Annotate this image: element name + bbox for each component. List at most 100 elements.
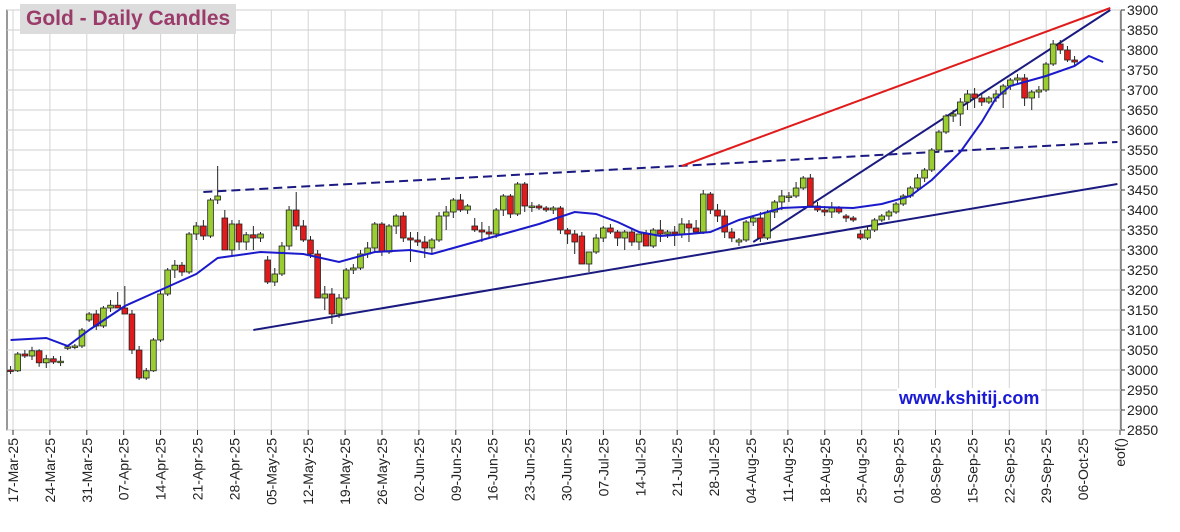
candle-body bbox=[121, 307, 129, 315]
x-tick-label: 14-Jul-25 bbox=[632, 438, 648, 497]
candle-body bbox=[278, 245, 286, 275]
candle-body bbox=[171, 264, 179, 271]
y-tick-label: 3200 bbox=[1127, 282, 1158, 298]
candle-body bbox=[707, 193, 714, 211]
candle-body bbox=[478, 229, 486, 233]
candle-body bbox=[50, 358, 57, 363]
candle-body bbox=[1014, 77, 1021, 81]
candle-body bbox=[214, 195, 221, 201]
candle-body bbox=[742, 221, 750, 241]
candle-body bbox=[307, 239, 314, 255]
candle-body bbox=[300, 225, 307, 241]
candle-body bbox=[935, 131, 943, 151]
y-tick-label: 3850 bbox=[1127, 22, 1158, 38]
candle-body bbox=[1028, 91, 1035, 99]
candle-body bbox=[621, 231, 628, 239]
x-tick-label: 30-Jun-25 bbox=[559, 438, 575, 501]
y-tick-label: 3350 bbox=[1127, 222, 1158, 238]
candle-body bbox=[142, 370, 150, 379]
candle-body bbox=[957, 101, 964, 115]
y-tick-label: 3550 bbox=[1127, 142, 1158, 158]
candle-body bbox=[964, 93, 971, 103]
candle-body bbox=[200, 225, 207, 237]
candle-body bbox=[849, 217, 857, 221]
y-tick-label: 3250 bbox=[1127, 262, 1158, 278]
candle-body bbox=[614, 231, 621, 239]
candle-body bbox=[21, 353, 29, 357]
x-tick-label: 02-Jun-25 bbox=[411, 438, 427, 501]
candle-body bbox=[799, 177, 807, 189]
y-tick-label: 3400 bbox=[1127, 202, 1158, 218]
candle-body bbox=[857, 233, 864, 239]
candle-body bbox=[178, 264, 186, 273]
candle-body bbox=[792, 187, 800, 197]
x-tick-label: eof() bbox=[1112, 438, 1128, 467]
x-tick-label: 28-Apr-25 bbox=[226, 438, 242, 500]
x-tick-label: 05-May-25 bbox=[263, 438, 279, 505]
candle-body bbox=[942, 115, 950, 133]
y-tick-label: 3800 bbox=[1127, 42, 1158, 58]
x-tick-label: 06-Oct-25 bbox=[1075, 438, 1091, 500]
x-tick-label: 11-Aug-25 bbox=[780, 438, 796, 503]
x-tick-label: 07-Jul-25 bbox=[595, 438, 611, 497]
candle-body bbox=[350, 267, 357, 271]
candle-body bbox=[407, 237, 414, 241]
candle-body bbox=[864, 229, 871, 239]
candle-body bbox=[749, 217, 757, 223]
candle-body bbox=[650, 229, 657, 247]
candle-body bbox=[257, 233, 264, 239]
candle-body bbox=[400, 215, 407, 239]
candle-body bbox=[828, 207, 836, 213]
candle-body bbox=[564, 229, 571, 235]
candle-body bbox=[421, 241, 429, 249]
candle-body bbox=[285, 209, 293, 247]
candle-body bbox=[721, 215, 728, 233]
candle-body bbox=[342, 269, 350, 299]
candle-body bbox=[685, 223, 693, 229]
candle-body bbox=[842, 215, 850, 219]
x-tick-label: 08-Sep-25 bbox=[928, 438, 944, 504]
candle-body bbox=[250, 234, 257, 239]
candle-body bbox=[392, 215, 400, 227]
x-tick-label: 22-Sep-25 bbox=[1001, 438, 1017, 504]
candle-body bbox=[128, 313, 136, 351]
x-tick-label: 12-May-25 bbox=[300, 438, 316, 505]
x-tick-label: 28-Jul-25 bbox=[706, 438, 722, 497]
x-tick-label: 07-Apr-25 bbox=[116, 438, 132, 500]
candle-body bbox=[699, 193, 707, 233]
candle-body bbox=[292, 209, 300, 227]
candle-body bbox=[35, 350, 43, 364]
y-tick-label: 3000 bbox=[1127, 362, 1158, 378]
trendline bbox=[681, 7, 1111, 167]
candle-body bbox=[600, 227, 607, 239]
chart-title: Gold - Daily Candles bbox=[20, 4, 237, 34]
candle-body bbox=[500, 195, 507, 211]
candle-body bbox=[949, 113, 957, 117]
candle-body bbox=[507, 195, 514, 215]
candle-body bbox=[57, 360, 64, 364]
candle-body bbox=[642, 233, 650, 247]
candle-body bbox=[442, 211, 450, 217]
candle-body bbox=[378, 223, 386, 253]
candle-body bbox=[43, 358, 50, 364]
candle-body bbox=[321, 293, 329, 299]
x-tick-label: 15-Sep-25 bbox=[964, 438, 980, 504]
candle-body bbox=[7, 369, 14, 372]
candle-body bbox=[735, 239, 743, 243]
candle-body bbox=[671, 231, 678, 235]
y-tick-label: 2950 bbox=[1127, 382, 1158, 398]
y-tick-label: 3100 bbox=[1127, 322, 1158, 338]
candle-body bbox=[778, 195, 786, 203]
y-tick-label: 3750 bbox=[1127, 62, 1158, 78]
candle-body bbox=[542, 207, 550, 211]
y-tick-label: 3050 bbox=[1127, 342, 1158, 358]
x-tick-label: 23-Jun-25 bbox=[522, 438, 538, 501]
candle-body bbox=[428, 239, 436, 249]
x-tick-label: 21-Apr-25 bbox=[190, 438, 206, 500]
x-tick-label: 25-Aug-25 bbox=[854, 438, 870, 504]
candle-body bbox=[550, 207, 557, 211]
watermark-link[interactable]: www.kshitij.com bbox=[897, 388, 1042, 409]
candle-body bbox=[192, 225, 200, 235]
candle-body bbox=[1057, 43, 1064, 51]
